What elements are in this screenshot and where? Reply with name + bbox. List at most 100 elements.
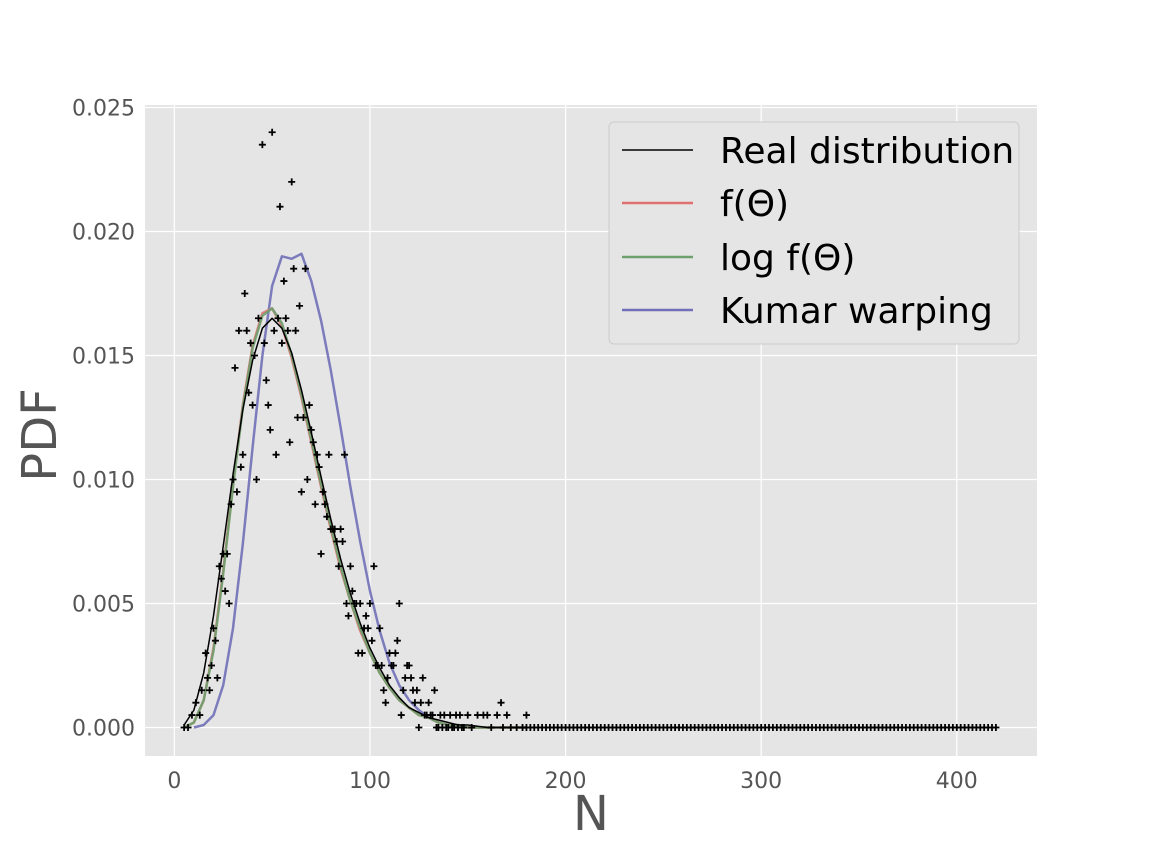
scatter-point (272, 451, 280, 459)
legend: Real distribution f(Θ) log f(Θ) Kumar wa… (608, 121, 1020, 345)
scatter-point (397, 711, 405, 719)
scatter-point (425, 699, 433, 707)
scatter-point (264, 401, 272, 409)
scatter-point (262, 376, 270, 384)
scatter-layer (180, 128, 1000, 731)
scatter-point (415, 723, 423, 731)
scatter-point (483, 711, 491, 719)
scatter-point (297, 488, 305, 496)
scatter-point (331, 525, 339, 533)
scatter-point (309, 438, 317, 446)
scatter-point (215, 562, 223, 570)
scatter-point (253, 475, 260, 483)
scatter-point (221, 587, 229, 595)
y-tick-label: 0.025 (72, 96, 135, 121)
scatter-point (325, 451, 333, 459)
scatter-point (358, 649, 366, 657)
scatter-point (335, 562, 343, 570)
scatter-point (231, 364, 239, 372)
scatter-point (356, 599, 364, 607)
scatter-point (284, 327, 292, 335)
scatter-point (237, 463, 245, 471)
legend-label-real: Real distribution (720, 131, 1014, 172)
scatter-point (419, 674, 427, 682)
scatter-point (305, 401, 313, 409)
legend-label-f-theta: f(Θ) (720, 184, 789, 225)
scatter-point (258, 141, 266, 149)
scatter-point (337, 525, 345, 533)
scatter-point (196, 711, 204, 719)
scatter-point (260, 339, 268, 347)
scatter-point (245, 389, 253, 397)
scatter-point (405, 661, 413, 669)
scatter-point (311, 500, 319, 508)
x-tick-label: 300 (740, 769, 782, 794)
scatter-point (184, 723, 192, 731)
scatter-point (364, 624, 372, 632)
scatter-point (339, 537, 347, 545)
scatter-point (206, 686, 214, 694)
scatter-point (321, 500, 329, 508)
scatter-point (268, 128, 276, 136)
tick-labels: 0 100 200 300 400 0.000 0.005 0.010 0.015 0.020 0.… (72, 96, 978, 794)
scatter-point (292, 327, 300, 335)
scatter-point (342, 599, 350, 607)
scatter-point (401, 674, 409, 682)
scatter-point (278, 339, 286, 347)
scatter-point (249, 401, 257, 409)
scatter-point (446, 711, 454, 719)
scatter-point (366, 599, 374, 607)
x-tick-label: 0 (167, 769, 181, 794)
scatter-point (487, 723, 495, 731)
scatter-point (209, 624, 217, 632)
scatter-point (266, 426, 274, 434)
scatter-point (376, 624, 384, 632)
scatter-point (382, 699, 390, 707)
scatter-point (247, 339, 255, 347)
legend-label-log-f-theta: log f(Θ) (720, 238, 855, 279)
scatter-point (307, 426, 315, 434)
scatter-point (393, 637, 401, 645)
scatter-point (233, 488, 241, 496)
scatter-point (391, 649, 399, 657)
scatter-point (290, 265, 298, 273)
scatter-point (213, 674, 221, 682)
scatter-point (254, 314, 262, 322)
y-axis-label: PDF (12, 388, 68, 482)
scatter-point (344, 612, 352, 620)
scatter-point (294, 413, 302, 421)
scatter-point (362, 612, 370, 620)
x-tick-label: 400 (936, 769, 978, 794)
scatter-point (395, 599, 403, 607)
scatter-point (274, 314, 282, 322)
scatter-point (313, 451, 321, 459)
scatter-point (288, 178, 296, 186)
scatter-point (227, 500, 235, 508)
scatter-point (407, 674, 415, 682)
scatter-point (431, 686, 439, 694)
scatter-point (225, 599, 233, 607)
scatter-point (378, 661, 386, 669)
scatter-point (460, 723, 468, 731)
scatter-point (440, 711, 448, 719)
scatter-point (276, 203, 284, 211)
scatter-point (282, 314, 290, 322)
y-tick-label: 0.005 (72, 592, 135, 617)
scatter-point (251, 351, 259, 359)
scatter-point (204, 674, 212, 682)
series-line-0 (183, 317, 527, 729)
scatter-point (456, 711, 464, 719)
y-tick-label: 0.020 (72, 220, 135, 245)
scatter-point-zero (992, 723, 1000, 731)
scatter-point (270, 327, 278, 335)
y-tick-label: 0.015 (72, 344, 135, 369)
scatter-point (384, 674, 392, 682)
scatter-point (499, 723, 507, 731)
x-tick-label: 200 (545, 769, 587, 794)
scatter-point (299, 413, 307, 421)
scatter-point (241, 289, 249, 297)
scatter-point (468, 723, 476, 731)
x-axis-label: N (573, 786, 609, 842)
scatter-point (522, 711, 530, 719)
